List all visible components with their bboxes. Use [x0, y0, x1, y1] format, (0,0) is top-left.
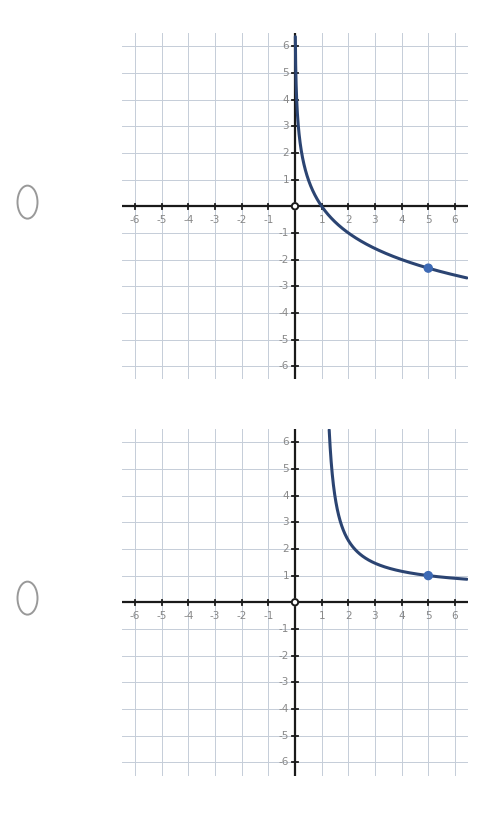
Text: -3: -3: [279, 281, 289, 291]
Text: -3: -3: [210, 214, 220, 224]
Text: -4: -4: [279, 308, 289, 318]
Text: -1: -1: [263, 610, 274, 620]
Text: 6: 6: [452, 214, 458, 224]
Text: 2: 2: [282, 148, 289, 158]
Text: -4: -4: [183, 214, 194, 224]
Text: 3: 3: [372, 214, 378, 224]
Text: -5: -5: [156, 214, 167, 224]
Text: 3: 3: [282, 121, 289, 131]
Text: 1: 1: [318, 214, 325, 224]
Text: 2: 2: [345, 214, 352, 224]
Text: 6: 6: [282, 437, 289, 447]
Text: -2: -2: [279, 255, 289, 265]
Text: 4: 4: [282, 491, 289, 501]
Circle shape: [292, 203, 298, 210]
Text: 2: 2: [282, 544, 289, 554]
Text: -6: -6: [279, 361, 289, 371]
Text: -5: -5: [279, 334, 289, 345]
Text: 5: 5: [425, 610, 432, 620]
Text: -5: -5: [156, 610, 167, 620]
Text: -1: -1: [263, 214, 274, 224]
Text: -3: -3: [279, 677, 289, 687]
Text: 1: 1: [318, 610, 325, 620]
Circle shape: [292, 599, 298, 606]
Text: 3: 3: [282, 517, 289, 527]
Text: -6: -6: [279, 757, 289, 767]
Circle shape: [424, 572, 432, 580]
Text: -3: -3: [210, 610, 220, 620]
Text: 1: 1: [282, 571, 289, 581]
Text: 4: 4: [282, 95, 289, 105]
Text: -2: -2: [279, 651, 289, 661]
Text: 5: 5: [425, 214, 432, 224]
Text: -6: -6: [130, 610, 140, 620]
Text: 1: 1: [282, 175, 289, 185]
Text: -6: -6: [130, 214, 140, 224]
Text: -4: -4: [279, 704, 289, 714]
Text: 4: 4: [398, 610, 405, 620]
Text: -2: -2: [236, 214, 247, 224]
Text: -5: -5: [279, 730, 289, 741]
Text: -4: -4: [183, 610, 194, 620]
Text: 5: 5: [282, 68, 289, 78]
Text: 6: 6: [282, 41, 289, 51]
Text: 2: 2: [345, 610, 352, 620]
Circle shape: [424, 264, 432, 272]
Text: 6: 6: [452, 610, 458, 620]
Text: 4: 4: [398, 214, 405, 224]
Text: 5: 5: [282, 464, 289, 474]
Text: -1: -1: [279, 228, 289, 238]
Text: -2: -2: [236, 610, 247, 620]
Text: -1: -1: [279, 624, 289, 634]
Text: 3: 3: [372, 610, 378, 620]
